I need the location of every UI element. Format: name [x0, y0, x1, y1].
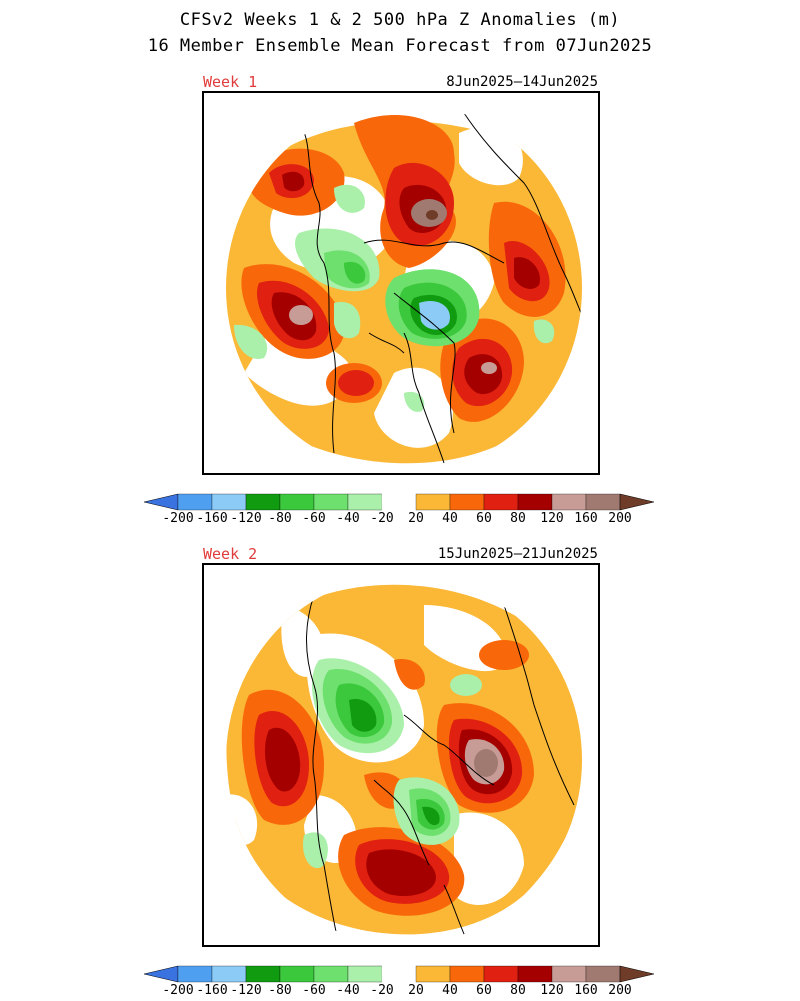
colorbar-week1-arrow-right [619, 493, 655, 511]
colorbar-week1-tick-label: 120 [540, 511, 564, 526]
week1-dates: 8Jun2025—14Jun2025 [446, 74, 598, 90]
anomaly-high-region [282, 171, 305, 192]
colorbar-week2-swatch [517, 965, 553, 983]
colorbar-week1-swatch [347, 493, 383, 511]
anomaly-high-core [474, 749, 498, 777]
anomaly-high-region [514, 257, 540, 289]
anomaly-low-region [344, 261, 366, 284]
anomaly-low-region [303, 832, 328, 869]
colorbar-week1-swatch [313, 493, 349, 511]
colorbar-week2-arrow-right [619, 965, 655, 983]
colorbar-week1-tick-label: 40 [442, 511, 458, 526]
colorbar-week1-swatch [483, 493, 519, 511]
colorbar-week1-tick-label: 20 [408, 511, 424, 526]
anomaly-neutral-region [459, 126, 523, 186]
anomaly-high-core [289, 305, 313, 325]
colorbar-week2-swatch [551, 965, 587, 983]
colorbar-week1-swatch [449, 493, 485, 511]
colorbar-week2-swatch [585, 965, 621, 983]
colorbar-week1-tick-label: 80 [510, 511, 526, 526]
colorbar-week1-tick-label: -40 [336, 511, 360, 526]
colorbar-week2-tick-label: -160 [196, 983, 228, 998]
colorbar-week1-tick-label: 60 [476, 511, 492, 526]
anomaly-low-region [450, 674, 482, 696]
week1-map-svg [226, 103, 582, 473]
colorbar-week2-svg [143, 965, 655, 983]
anomaly-low-region [419, 300, 450, 330]
colorbar-week2-tick-label: -40 [336, 983, 360, 998]
anomaly-high-region [366, 849, 436, 897]
colorbar-week1-tick-label: -80 [268, 511, 292, 526]
chart-title: CFSv2 Weeks 1 & 2 500 hPa Z Anomalies (m… [179, 10, 621, 30]
anomaly-low-region [404, 391, 425, 412]
colorbar-week1-tick-label: -120 [230, 511, 262, 526]
colorbar-week2-swatch [211, 965, 247, 983]
colorbar-week1-tick-label: 160 [574, 511, 598, 526]
anomaly-neutral-region [454, 812, 524, 905]
colorbar-week2-tick-label: 120 [540, 983, 564, 998]
colorbar-week1: -200 -160 -120 -80 -60 -40 -20 20 40 60 80 120 160 20… [0, 492, 800, 532]
anomaly-low-region [422, 806, 440, 826]
colorbar-week2-tick-label: 160 [574, 983, 598, 998]
week2-map-svg [226, 575, 582, 945]
week2-map [202, 563, 600, 947]
colorbar-week1-swatch [381, 493, 417, 511]
anomaly-low-region [533, 319, 555, 344]
colorbar-week1-tick-label: -60 [302, 511, 326, 526]
anomaly-high-region [479, 640, 529, 670]
week1-label: Week 1 [203, 73, 258, 91]
anomaly-low-region [334, 184, 365, 213]
week2-dates: 15Jun2025—21Jun2025 [437, 546, 598, 562]
colorbar-week1-swatch [211, 493, 247, 511]
colorbar-week1-tick-label: -200 [162, 511, 194, 526]
anomaly-high-core [426, 210, 438, 220]
colorbar-week2-tick-label: -20 [370, 983, 394, 998]
colorbar-week1-tick-label: 200 [608, 511, 632, 526]
colorbar-week1-tick-label: -160 [196, 511, 228, 526]
colorbar-week2-tick-label: -120 [230, 983, 262, 998]
colorbar-week2-swatch [177, 965, 213, 983]
anomaly-high-region [338, 370, 374, 396]
colorbar-week1-svg [143, 493, 655, 511]
colorbar-week1-swatch [585, 493, 621, 511]
coastlines [306, 594, 575, 945]
anomaly-low-region [349, 699, 377, 732]
colorbar-week2-tick-label: 40 [442, 983, 458, 998]
coastlines [298, 112, 582, 464]
colorbar-week2-tick-label: 20 [408, 983, 424, 998]
colorbar-week1-swatch [279, 493, 315, 511]
anomaly-high-region [264, 727, 301, 792]
anomaly-high-region [394, 659, 425, 690]
week2-label: Week 2 [203, 545, 258, 563]
anomaly-low-region [334, 302, 361, 339]
colorbar-week1-arrow-left [143, 493, 179, 511]
colorbar-week2: -200 -160 -120 -80 -60 -40 -20 20 40 60 80 120 160 20… [0, 964, 800, 1000]
colorbar-week1-tick-label: -20 [370, 511, 394, 526]
colorbar-week1-swatch [177, 493, 213, 511]
colorbar-week2-tick-label: -200 [162, 983, 194, 998]
colorbar-week2-tick-label: 80 [510, 983, 526, 998]
colorbar-week2-tick-label: 60 [476, 983, 492, 998]
colorbar-week2-swatch [381, 965, 417, 983]
colorbar-week2-swatch [279, 965, 315, 983]
colorbar-week2-swatch [415, 965, 451, 983]
colorbar-week2-tick-label: -60 [302, 983, 326, 998]
colorbar-week2-swatch [313, 965, 349, 983]
week1-map [202, 91, 600, 475]
anomaly-low-region [234, 324, 268, 359]
colorbar-week2-swatch [347, 965, 383, 983]
anomaly-high-core [481, 362, 497, 374]
colorbar-week2-tick-label: -80 [268, 983, 292, 998]
colorbar-week1-swatch [517, 493, 553, 511]
colorbar-week1-swatch [551, 493, 587, 511]
colorbar-week2-swatch [449, 965, 485, 983]
colorbar-week2-arrow-left [143, 965, 179, 983]
colorbar-week2-swatch [483, 965, 519, 983]
colorbar-week1-swatch [415, 493, 451, 511]
colorbar-week2-swatch [245, 965, 281, 983]
colorbar-week2-tick-label: 200 [608, 983, 632, 998]
chart-subtitle: 16 Member Ensemble Mean Forecast from 07… [147, 36, 653, 56]
colorbar-week1-swatch [245, 493, 281, 511]
